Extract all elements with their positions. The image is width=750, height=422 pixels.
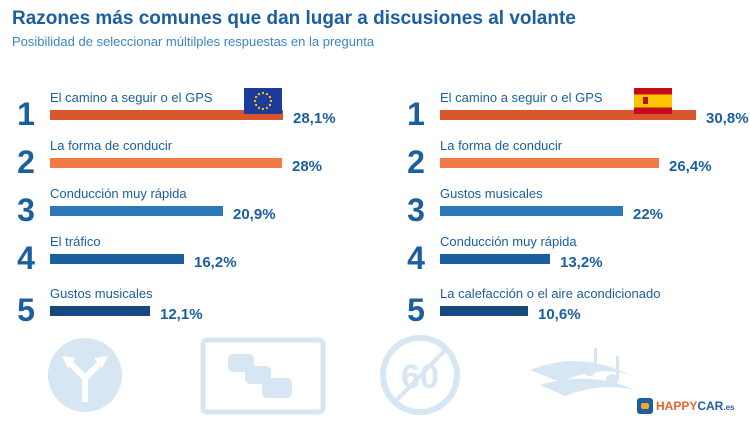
value-label: 13,2%: [560, 254, 603, 271]
chart-row: 1 El camino a seguir o el GPS 28,1%: [12, 88, 352, 138]
rank-number: 3: [17, 192, 35, 228]
bar: [440, 254, 550, 264]
rank-number: 5: [407, 292, 425, 328]
chart-row: 3 Gustos musicales 22%: [402, 186, 742, 234]
bar: [440, 110, 696, 120]
bar: [50, 254, 184, 264]
chart-row: 3 Conducción muy rápida 20,9%: [12, 186, 352, 234]
spain-flag-icon: [634, 88, 672, 114]
rank-number: 4: [407, 240, 425, 276]
value-label: 28%: [292, 158, 323, 175]
bar: [440, 158, 659, 168]
chart-row: 4 Conducción muy rápida 13,2%: [402, 234, 742, 282]
category-label: Gustos musicales: [50, 286, 153, 301]
decorative-icons: 60: [48, 335, 635, 415]
chart-row: 5 La calefacción o el aire acondicionado 1…: [402, 286, 742, 334]
category-label: El camino a seguir o el GPS: [440, 90, 603, 105]
rank-number: 3: [407, 192, 425, 228]
category-label: El camino a seguir o el GPS: [50, 90, 213, 105]
car-logo-icon: [637, 398, 653, 414]
chart-row: 1 El camino a seguir o el GPS 30,8%: [402, 88, 749, 138]
category-label: Conducción muy rápida: [440, 234, 577, 249]
value-label: 28,1%: [293, 110, 336, 127]
value-label: 10,6%: [538, 306, 581, 323]
traffic-jam-sign-icon: [200, 337, 326, 415]
value-label: 16,2%: [194, 254, 237, 271]
rank-number: 2: [17, 144, 35, 180]
value-label: 12,1%: [160, 306, 203, 323]
happycar-logo: HAPPYCAR.es: [637, 396, 734, 416]
value-label: 20,9%: [233, 206, 276, 223]
chart-row: 2 La forma de conducir 28%: [12, 138, 352, 186]
category-label: La forma de conducir: [50, 138, 173, 153]
bar: [50, 110, 283, 120]
bar: [440, 206, 623, 216]
rank-number: 1: [407, 96, 425, 132]
category-label: Gustos musicales: [440, 186, 543, 201]
value-label: 30,8%: [706, 110, 749, 127]
rank-number: 4: [17, 240, 35, 276]
category-label: La forma de conducir: [440, 138, 563, 153]
bar: [440, 306, 528, 316]
chart-row: 4 El tráfico 16,2%: [12, 234, 352, 282]
rank-number: 5: [17, 292, 35, 328]
chart-row: 5 Gustos musicales 12,1%: [12, 286, 352, 334]
category-label: Conducción muy rápida: [50, 186, 187, 201]
category-label: El tráfico: [50, 234, 101, 249]
chart-row: 2 La forma de conducir 26,4%: [402, 138, 742, 186]
bar: [50, 306, 150, 316]
rank-number: 2: [407, 144, 425, 180]
music-notes-icon: [530, 348, 635, 396]
eu-ranking-chart: 1 El camino a seguir o el GPS 28,1% 2 La for…: [12, 80, 352, 330]
value-label: 22%: [633, 206, 664, 223]
value-label: 26,4%: [669, 158, 712, 175]
rank-number: 1: [17, 96, 35, 132]
fork-arrows-icon: [48, 338, 122, 412]
category-label: La calefacción o el aire acondicionado: [440, 286, 661, 301]
page-title: Razones más comunes que dan lugar a disc…: [12, 8, 576, 29]
spain-ranking-chart: 1 El camino a seguir o el GPS 30,8% 2 La for…: [402, 80, 749, 330]
bar: [50, 206, 223, 216]
speed-limit-60-end-icon: 60: [380, 335, 460, 415]
page-subtitle: Posibilidad de seleccionar múltilples re…: [12, 34, 375, 49]
bar: [50, 158, 282, 168]
eu-flag-icon: [244, 88, 282, 114]
